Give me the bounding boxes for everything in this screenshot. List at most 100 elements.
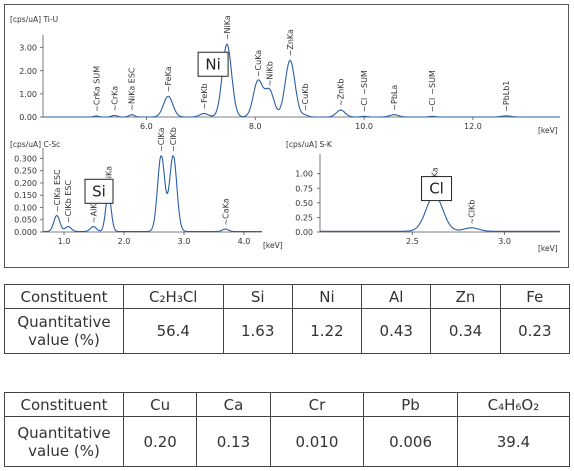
y-tick-label: 1.00	[295, 170, 313, 179]
peak-label: ~Cl	[428, 98, 437, 113]
peak-label: ~ZnKa	[286, 29, 295, 56]
x-unit-label: [keV]	[538, 126, 558, 135]
channel-label: [cps/uA] C-Sc	[10, 140, 60, 149]
y-tick-label: 0.150	[14, 191, 37, 200]
table-header-cell: Ca	[196, 392, 271, 417]
channel-label: [cps/uA] Ti-U	[10, 15, 58, 24]
table-value-row: Quantitative value (%) 56.4 1.63 1.22 0.43 0.…	[4, 308, 571, 354]
y-tick-label: 0.25	[295, 213, 313, 222]
peak-label: ~SiKa	[104, 166, 113, 190]
table-row-head: Quantitative value (%)	[4, 308, 124, 354]
x-tick-label: 1.0	[58, 237, 71, 246]
spectrum-line	[320, 194, 560, 232]
y-tick-label: 0.300	[14, 154, 37, 163]
table-header-cell: Cr	[269, 392, 365, 417]
peak-label: ~CuKa	[254, 50, 263, 77]
table-cell: 39.4	[456, 416, 571, 467]
peak-label: ~Cl	[360, 98, 369, 113]
peak-label: ~NiKa	[223, 15, 232, 40]
x-tick-label: 8.0	[249, 122, 262, 131]
element-box	[84, 178, 114, 204]
spectrum-line	[43, 43, 560, 118]
table-cell: 1.63	[222, 308, 293, 354]
y-tick-label: 0.50	[295, 199, 313, 208]
y-tick-label: 0.250	[14, 167, 37, 176]
table-header-row: Constituent Cu Ca Cr Pb C₄H₆O₂	[4, 392, 571, 417]
element-box	[197, 51, 229, 77]
table-cell: 1.22	[291, 308, 363, 354]
spectra-plot: [cps/uA] Ti-U 0.00 1.00 2.00 3.00 6.0 8.0 10.0 1…	[10, 15, 560, 253]
element-box-label: Cl	[429, 180, 444, 198]
y-tick-label: 1.00	[19, 90, 37, 99]
y-tick-label: 2.00	[19, 67, 37, 76]
table-cell: 0.010	[269, 416, 365, 467]
y-tick-label: 0.00	[295, 228, 313, 237]
table-row-head: Quantitative value (%)	[4, 416, 124, 467]
y-tick-label: 0.100	[14, 203, 37, 212]
table-cell: 0.43	[361, 308, 432, 354]
x-tick-label: 6.0	[140, 122, 153, 131]
peak-label: ~SUM	[360, 70, 369, 95]
peak-label: ~SUM	[428, 70, 437, 95]
table-value-row: Quantitative value (%) 0.20 0.13 0.010 0.006…	[4, 416, 571, 467]
peak-label: ~FeKb	[200, 83, 209, 109]
y-tick-label: 0.050	[14, 216, 37, 225]
peak-label: ~ClKb ESC	[64, 180, 73, 224]
peak-label: ~ClKa	[157, 127, 166, 152]
peak-label: ~FeKa	[164, 66, 173, 92]
table-header-row: Constituent C₂H₃Cl Si Ni Al Zn Fe	[4, 284, 571, 309]
y-tick-label: 0.00	[19, 113, 37, 122]
peak-label: ~PbLb1	[502, 81, 511, 112]
peak-label: ~CuKb	[301, 83, 310, 111]
peak-label: ~CrKa	[110, 86, 119, 112]
table-row-head: Constituent	[4, 284, 124, 309]
table-row-head: Constituent	[4, 392, 124, 417]
table-cell: 0.006	[363, 416, 458, 467]
y-tick-label: 0.000	[14, 228, 37, 237]
channel-label: [cps/uA] S-K	[286, 140, 333, 149]
peak-label: ~ClKb	[467, 200, 476, 225]
peak-label: ~NiKb	[265, 61, 274, 86]
peak-label: ~ClKb	[169, 127, 178, 152]
x-tick-label: 12.0	[464, 122, 482, 131]
table-cell: 56.4	[123, 308, 224, 354]
peak-label: ~CaKa	[221, 198, 230, 225]
x-tick-label: 4.0	[238, 237, 251, 246]
table-cell: 0.23	[499, 308, 571, 354]
table-cell: 0.13	[196, 416, 271, 467]
table-header-cell: Pb	[363, 392, 458, 417]
table-header-cell: Ni	[291, 284, 363, 309]
peak-label: ~ZnKb	[337, 78, 346, 106]
y-tick-label: 0.75	[295, 184, 313, 193]
table-header-cell: Zn	[430, 284, 501, 309]
peak-label: ~PbLa	[390, 85, 399, 111]
x-tick-label: 2.0	[118, 237, 131, 246]
table-header-cell: Cu	[122, 392, 198, 417]
x-tick-label: 10.0	[355, 122, 373, 131]
table-header-cell: Fe	[499, 284, 571, 309]
x-unit-label: [keV]	[263, 241, 283, 250]
result-table-1: Constituent C₂H₃Cl Si Ni Al Zn Fe Quantitative…	[4, 284, 571, 354]
x-tick-label: 3.0	[498, 237, 511, 246]
peak-label: ~ClKa ESC	[53, 169, 62, 212]
peak-label: ~CrKa SUM	[92, 66, 101, 112]
x-unit-label: [keV]	[538, 244, 558, 253]
peak-label: ~AlKa	[89, 199, 98, 224]
x-tick-label: 2.5	[406, 237, 419, 246]
table-cell: 0.20	[122, 416, 198, 467]
table-header-cell: Al	[361, 284, 432, 309]
spectra-frame	[4, 4, 569, 268]
table-header-cell: Si	[222, 284, 293, 309]
y-tick-label: 0.200	[14, 179, 37, 188]
element-box-label: Ni	[205, 55, 220, 73]
table-header-cell: C₂H₃Cl	[123, 284, 224, 309]
table-header-cell: C₄H₆O₂	[456, 392, 571, 417]
element-box	[421, 176, 453, 202]
peak-label: ~NiKa ESC	[128, 67, 137, 111]
result-table-2: Constituent Cu Ca Cr Pb C₄H₆O₂ Quantitative v…	[4, 392, 571, 467]
element-box-label: Si	[92, 182, 106, 200]
y-tick-label: 3.00	[19, 44, 37, 53]
x-tick-label: 3.0	[178, 237, 191, 246]
spectrum-line	[43, 155, 262, 233]
table-cell: 0.34	[430, 308, 501, 354]
